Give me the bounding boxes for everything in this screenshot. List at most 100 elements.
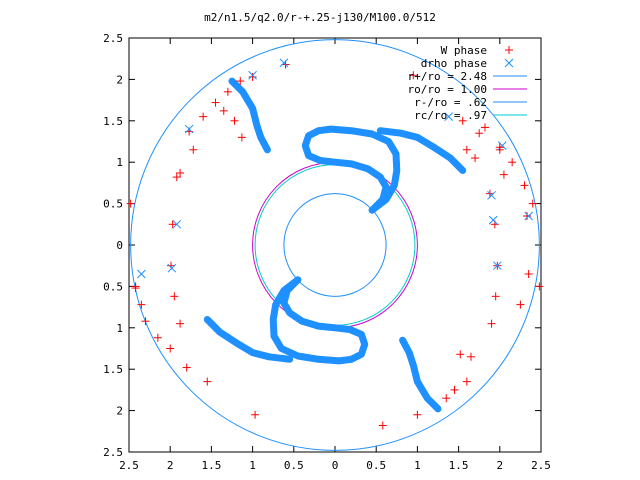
cross-b (279, 58, 289, 68)
w-phase-point (166, 344, 175, 353)
drho-phase-point (444, 112, 454, 122)
y-tick-label: 2.5 (103, 446, 123, 459)
phase-points (126, 58, 544, 430)
w-phase-point (528, 199, 537, 208)
w-phase-point (480, 123, 489, 132)
w-phase-point (236, 77, 245, 86)
circle-r-ring (130, 39, 540, 451)
w-phase-point (189, 145, 198, 154)
spiral-bands (203, 77, 467, 413)
w-phase-point (203, 377, 212, 386)
x-tick-label: 1.5 (449, 459, 469, 472)
w-phase-point (211, 98, 220, 107)
x-tick-label: 1 (414, 459, 421, 472)
w-phase-point (137, 300, 146, 309)
y-tick-label: 0.5 (103, 280, 123, 293)
w-phase-point (182, 363, 191, 372)
w-phase-point (251, 410, 260, 419)
w-phase-point (153, 333, 162, 342)
cross-b (492, 261, 502, 271)
drho-phase-point (167, 263, 177, 273)
cross-b (487, 190, 496, 200)
w-phase-point (471, 154, 480, 163)
x-tick-label: 0.5 (366, 459, 386, 472)
drho-phase-point (137, 269, 146, 279)
w-phase-point (458, 116, 467, 125)
cross-b (524, 211, 533, 221)
cross-b (248, 70, 257, 80)
legend-cross-b (504, 58, 514, 68)
cross-b (137, 269, 146, 279)
w-phase-point (462, 145, 471, 154)
w-phase-point (199, 112, 208, 121)
legend-label: r-/ro = .62 (414, 96, 487, 109)
x-tick-label: 0.5 (284, 459, 304, 472)
axes-ticks: 2.5 2 1.5 1 0.5 0 0.5 1 1.5 2 2.52.521.510.500.511… (103, 32, 551, 472)
w-phase-point (230, 116, 239, 125)
x-tick-label: 1.5 (201, 459, 221, 472)
band-outer-arm-lower-left (203, 316, 294, 363)
w-phase-point (409, 71, 418, 80)
x-tick-label: 2 (496, 459, 503, 472)
w-phase-point (520, 181, 529, 190)
drho-phase-point (487, 190, 496, 200)
x-tick-label: 2.5 (119, 459, 139, 472)
cross-b (444, 112, 454, 122)
w-phase-point (176, 168, 185, 177)
legend-label: rc/ro = .97 (414, 109, 487, 122)
w-phase-point (524, 269, 533, 278)
w-phase-point (168, 220, 177, 229)
w-phase-point (522, 212, 531, 221)
drho-phase-point (488, 215, 498, 225)
cross-b (184, 124, 194, 134)
y-tick-label: 0 (116, 239, 123, 252)
y-tick-label: 1 (116, 156, 123, 169)
band-outer-arm-lower-right (376, 127, 467, 174)
w-phase-point (491, 292, 500, 301)
drho-phase-point (279, 58, 289, 68)
drho-phase-point (524, 211, 533, 221)
w-phase-point (462, 377, 471, 386)
y-tick-label: 2.5 (103, 32, 123, 45)
legend-label: W phase (441, 44, 487, 57)
drho-phase-point (172, 219, 182, 229)
cross-b (488, 215, 498, 225)
y-tick-label: 2 (116, 405, 123, 418)
w-phase-point (535, 282, 544, 291)
w-phase-point (442, 394, 451, 403)
w-phase-point (141, 317, 150, 326)
w-phase-point (450, 385, 459, 394)
x-tick-label: 2.5 (531, 459, 551, 472)
y-tick-label: 1.5 (103, 115, 123, 128)
circle-r-ring (283, 193, 387, 297)
band-outer-arm-right (399, 336, 442, 413)
w-phase-point (456, 350, 465, 359)
w-phase-point (176, 319, 185, 328)
cross-b (172, 219, 182, 229)
y-tick-label: 1 (116, 322, 123, 335)
w-phase-point (508, 158, 517, 167)
cross-b (167, 263, 177, 273)
w-phase-point (219, 106, 228, 115)
w-phase-point (475, 129, 484, 138)
w-phase-point (495, 143, 504, 152)
w-phase-point (466, 352, 475, 361)
band-inner-arm-lower (269, 276, 369, 365)
drho-phase-point (248, 70, 257, 80)
w-phase-point (170, 292, 179, 301)
band-inner-arm-upper (301, 125, 401, 214)
w-phase-point (172, 173, 181, 182)
y-tick-label: 1.5 (103, 363, 123, 376)
y-tick-label: 2 (116, 73, 123, 86)
legend-label: r+/ro = 2.48 (408, 70, 487, 83)
band-outer-arm-upper-left (228, 77, 271, 154)
w-phase-point (248, 72, 257, 81)
w-phase-point (131, 282, 140, 291)
w-phase-point (237, 133, 246, 142)
w-phase-point (487, 319, 496, 328)
x-tick-label: 1 (249, 459, 256, 472)
w-phase-point (223, 87, 232, 96)
w-phase-point (499, 170, 508, 179)
